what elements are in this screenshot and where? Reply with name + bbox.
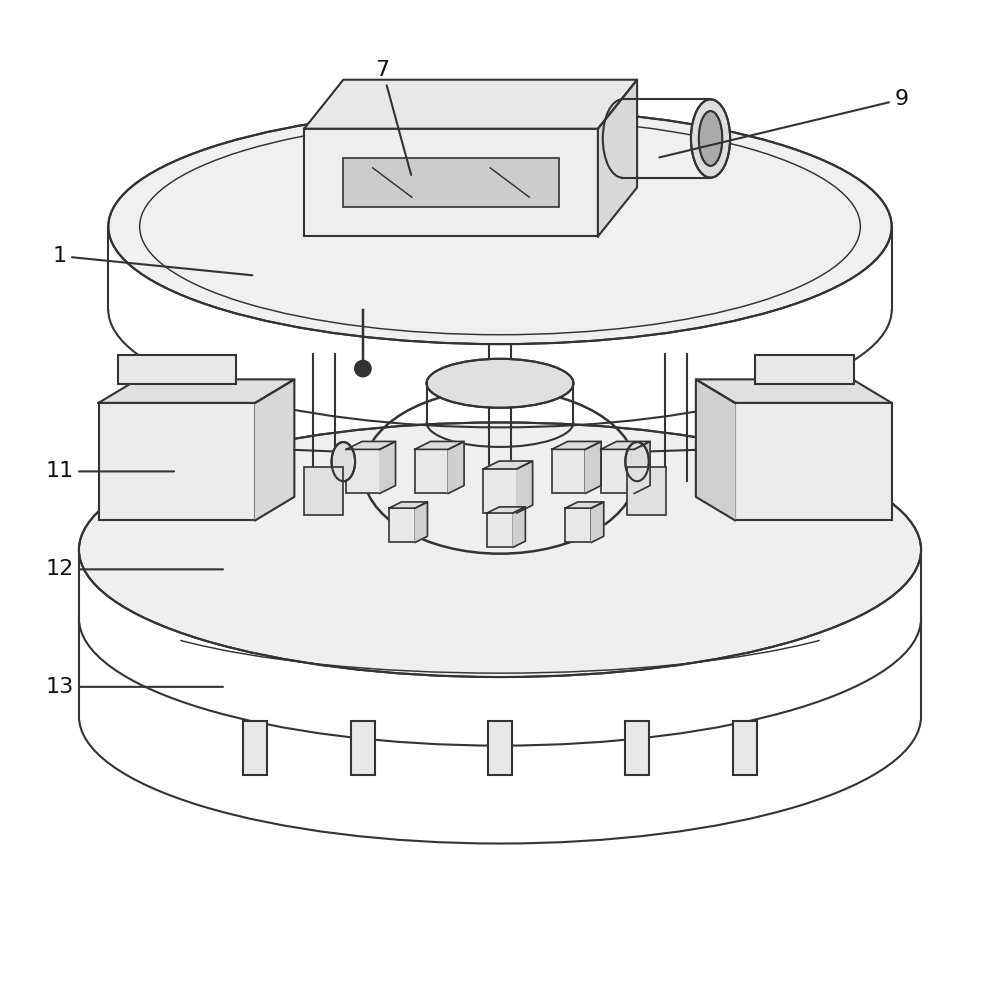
Ellipse shape xyxy=(427,358,573,408)
Polygon shape xyxy=(552,442,601,450)
Ellipse shape xyxy=(355,360,371,376)
Polygon shape xyxy=(591,502,604,542)
Text: 12: 12 xyxy=(45,560,223,579)
Polygon shape xyxy=(389,502,427,508)
Polygon shape xyxy=(585,442,601,493)
Bar xyxy=(625,721,649,775)
Bar xyxy=(415,450,448,493)
Bar xyxy=(627,466,666,516)
Bar xyxy=(351,721,375,775)
Polygon shape xyxy=(380,442,396,493)
Polygon shape xyxy=(483,461,533,469)
Bar xyxy=(487,513,513,547)
Polygon shape xyxy=(565,502,604,508)
Bar xyxy=(389,508,415,542)
Polygon shape xyxy=(487,507,525,513)
Polygon shape xyxy=(598,80,637,237)
Bar xyxy=(755,355,854,384)
Bar xyxy=(343,158,559,207)
Ellipse shape xyxy=(108,109,892,344)
Bar xyxy=(118,355,236,384)
Bar xyxy=(483,469,517,513)
Bar xyxy=(488,721,512,775)
Bar xyxy=(304,129,598,237)
Polygon shape xyxy=(696,379,735,520)
Polygon shape xyxy=(415,442,464,450)
Text: 1: 1 xyxy=(52,246,252,275)
Bar xyxy=(565,508,591,542)
Text: 9: 9 xyxy=(659,89,909,157)
Polygon shape xyxy=(601,442,650,450)
Ellipse shape xyxy=(625,442,649,481)
Polygon shape xyxy=(448,442,464,493)
Ellipse shape xyxy=(691,99,730,178)
Bar xyxy=(243,721,267,775)
Bar xyxy=(304,466,343,516)
Polygon shape xyxy=(415,502,427,542)
Polygon shape xyxy=(99,379,294,403)
Ellipse shape xyxy=(699,111,722,166)
Polygon shape xyxy=(346,442,396,450)
Polygon shape xyxy=(304,80,637,129)
Ellipse shape xyxy=(79,422,921,677)
Polygon shape xyxy=(634,442,650,493)
Ellipse shape xyxy=(332,442,355,481)
Polygon shape xyxy=(513,507,525,547)
Bar xyxy=(601,450,634,493)
Text: 13: 13 xyxy=(45,677,223,697)
Bar xyxy=(346,450,380,493)
Bar xyxy=(552,450,585,493)
Polygon shape xyxy=(517,461,533,513)
Text: 7: 7 xyxy=(375,60,411,175)
Bar xyxy=(735,403,892,520)
Bar xyxy=(733,721,757,775)
Text: 11: 11 xyxy=(45,462,174,481)
Polygon shape xyxy=(255,379,294,520)
Bar xyxy=(99,403,255,520)
Polygon shape xyxy=(696,379,892,403)
